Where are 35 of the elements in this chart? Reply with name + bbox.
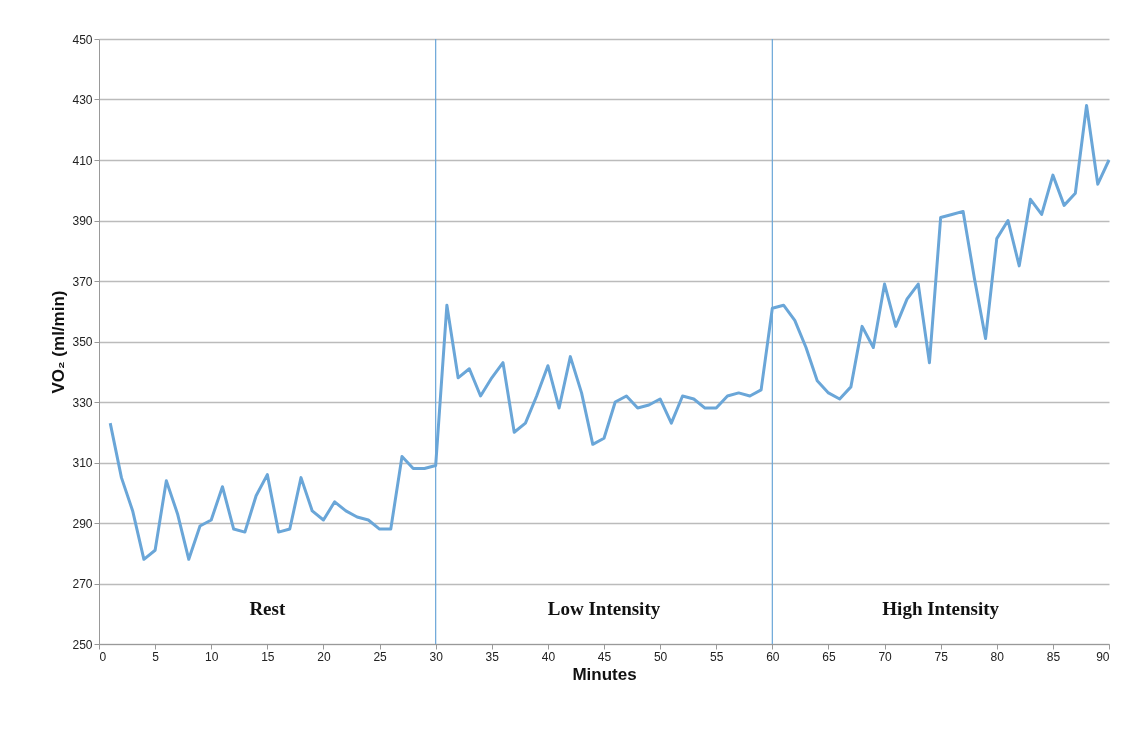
y-tick-label: 370 — [72, 274, 93, 289]
x-tick-label: 75 — [934, 649, 949, 664]
x-tick-label: 15 — [261, 649, 275, 664]
y-tick-label: 410 — [72, 153, 93, 168]
x-tick-label: 25 — [373, 649, 388, 664]
x-tick-label: 35 — [485, 649, 500, 664]
x-axis-title: Minutes — [572, 664, 637, 684]
x-tick-label: 80 — [990, 649, 1005, 664]
x-tick-label: 45 — [597, 649, 612, 664]
x-tick-label: 50 — [653, 649, 668, 664]
x-tick-label: 60 — [766, 649, 780, 664]
x-tick-label: 5 — [152, 649, 160, 664]
annotation: Rest — [249, 598, 286, 619]
x-tick-label: 30 — [429, 649, 444, 664]
x-tick-label: 40 — [541, 649, 556, 664]
y-tick-label: 350 — [72, 335, 93, 349]
y-tick-label: 430 — [72, 93, 93, 107]
annotation: High Intensity — [882, 598, 1000, 619]
x-tick-label: 20 — [317, 649, 331, 664]
x-tick-label: 65 — [822, 649, 836, 664]
y-tick-label: 290 — [72, 516, 93, 531]
annotation: Low Intensity — [547, 598, 661, 619]
y-tick-label: 250 — [72, 637, 93, 652]
x-tick-label: 90 — [1096, 649, 1110, 664]
y-tick-label: 270 — [72, 577, 93, 591]
x-tick-label: 85 — [1046, 649, 1061, 664]
x-tick-label: 70 — [878, 649, 893, 664]
y-tick-label: 310 — [72, 456, 93, 470]
x-tick-label: 55 — [710, 649, 724, 664]
x-tick-label: 0 — [99, 649, 107, 664]
y-tick-label: 450 — [72, 32, 93, 47]
y-tick-label: 330 — [72, 395, 93, 410]
y-tick-label: 390 — [72, 214, 93, 228]
x-tick-label: 10 — [205, 649, 219, 664]
y-axis-title: VO₂ (ml/min) — [49, 290, 69, 394]
